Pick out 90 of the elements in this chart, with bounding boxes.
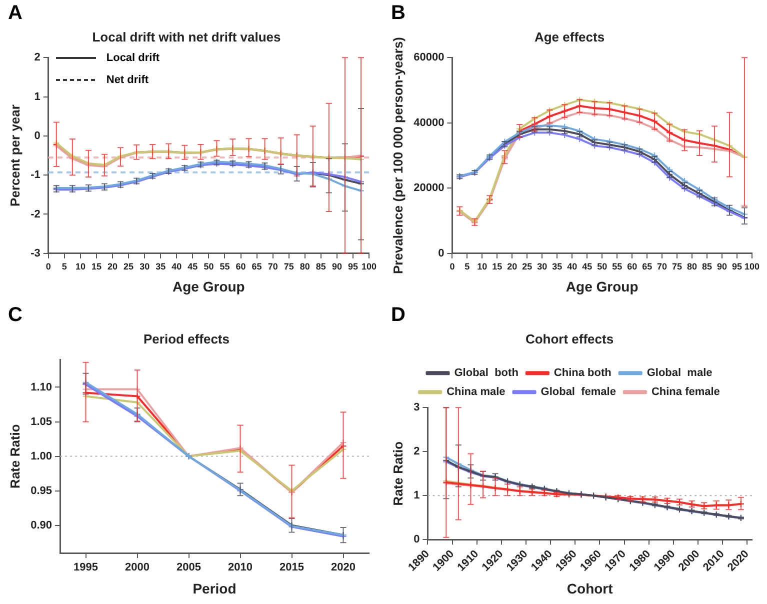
x-tick-label: 15	[492, 261, 502, 272]
x-tick-label: 40	[567, 261, 578, 272]
x-tick-label: 80	[300, 261, 310, 272]
x-tick-label: 35	[552, 261, 562, 272]
x-tick-label: 2010	[228, 562, 252, 574]
x-tick-label: 10	[477, 261, 488, 272]
y-tick-label: 0	[414, 534, 420, 546]
chart-title: Cohort effects	[525, 331, 614, 346]
x-tick-label: 50	[597, 261, 608, 272]
x-tick-label: 55	[220, 261, 230, 272]
y-tick-label: 20000	[414, 182, 444, 194]
x-tick-label: 55	[612, 261, 622, 272]
text: A	[8, 2, 22, 25]
x-tick-label: 100	[361, 261, 377, 272]
x-tick-label: 60	[236, 261, 246, 272]
x-tick-label: 35	[156, 261, 166, 272]
y-tick-label: 3	[414, 402, 420, 414]
x-tick-label: 20	[107, 261, 118, 272]
x-tick-label: 2020	[331, 562, 356, 574]
y-tick-label: 0.95	[30, 484, 52, 497]
legend-label: Global both	[454, 367, 519, 380]
legend-label: Global male	[646, 367, 712, 380]
y-tick-label: 2	[414, 446, 420, 458]
y-axis-title: Prevalence (per 100 000 person-years)	[390, 36, 406, 274]
x-tick-label: 70	[657, 261, 668, 272]
y-axis-title: Rate Ratio	[390, 441, 406, 506]
y-tick-label: -1	[30, 169, 40, 182]
x-tick-label: 45	[188, 261, 198, 272]
x-axis-title: Age Group	[566, 278, 638, 294]
text: B	[391, 2, 406, 25]
y-tick-label: 2	[34, 52, 40, 64]
x-tick-label: 25	[522, 261, 532, 272]
x-tick-label: 65	[252, 261, 262, 272]
x-tick-label: 100	[744, 261, 760, 272]
x-tick-label: 5	[62, 261, 67, 272]
x-axis-title: Age Group	[172, 278, 245, 294]
chart-title: Period effects	[144, 331, 230, 346]
legend-label: China female	[651, 386, 720, 398]
y-tick-label: -3	[30, 247, 40, 260]
y-tick-label: 1.10	[30, 381, 52, 394]
y-tick-label: 1	[34, 90, 40, 103]
x-tick-label: 45	[582, 261, 592, 272]
x-tick-label: 85	[702, 261, 712, 272]
y-axis-title: Rate Ratio	[7, 424, 22, 488]
text: D	[391, 304, 406, 327]
x-tick-label: 60	[627, 261, 638, 272]
x-tick-label: 65	[642, 261, 652, 272]
x-tick-label: 85	[316, 261, 326, 272]
x-tick-label: 2000	[125, 562, 150, 574]
y-tick-label: 1.05	[30, 416, 52, 428]
x-tick-label: 2015	[280, 562, 304, 574]
x-tick-label: 30	[537, 261, 548, 272]
x-tick-label: 90	[717, 261, 728, 272]
x-tick-label: 5	[464, 261, 470, 272]
y-tick-label: 40000	[414, 116, 444, 129]
annotation: Local drift	[106, 52, 160, 64]
x-tick-label: 2005	[176, 562, 201, 574]
x-tick-label: 95	[732, 261, 742, 272]
x-tick-label: 1995	[74, 562, 98, 574]
y-tick-label: 0	[438, 247, 444, 260]
chart-title: Local drift with net drift values	[92, 29, 281, 44]
x-tick-label: 80	[687, 261, 698, 272]
y-tick-label: 1.00	[30, 450, 52, 462]
x-tick-label: 50	[204, 261, 214, 272]
x-tick-label: 0	[450, 261, 455, 272]
y-tick-label: 1	[414, 490, 420, 502]
x-tick-label: 70	[268, 261, 278, 272]
y-tick-label: -2	[30, 208, 40, 220]
x-axis-title: Cohort	[566, 580, 614, 596]
x-tick-label: 40	[172, 261, 182, 272]
annotation: Net drift	[106, 74, 149, 86]
x-tick-label: 30	[140, 261, 150, 272]
x-tick-label: 75	[672, 261, 682, 272]
x-tick-label: 25	[124, 261, 134, 272]
y-tick-label: 0.90	[30, 519, 52, 532]
x-tick-label: 20	[507, 261, 518, 272]
x-tick-label: 15	[91, 261, 102, 272]
x-tick-label: 75	[284, 261, 294, 272]
legend-label: Global female	[540, 386, 616, 398]
x-tick-label: 10	[75, 261, 86, 272]
legend-label: China both	[554, 367, 612, 380]
y-tick-label: 60000	[414, 52, 444, 64]
x-axis-title: Period	[192, 580, 236, 596]
y-axis-title: Percent per year	[7, 104, 22, 206]
chart-title: Age effects	[534, 29, 605, 44]
x-tick-label: 95	[348, 261, 358, 272]
legend-label: China male	[446, 386, 506, 398]
x-tick-label: 90	[332, 261, 342, 272]
y-tick-label: 0	[34, 130, 40, 142]
text: C	[8, 304, 22, 327]
